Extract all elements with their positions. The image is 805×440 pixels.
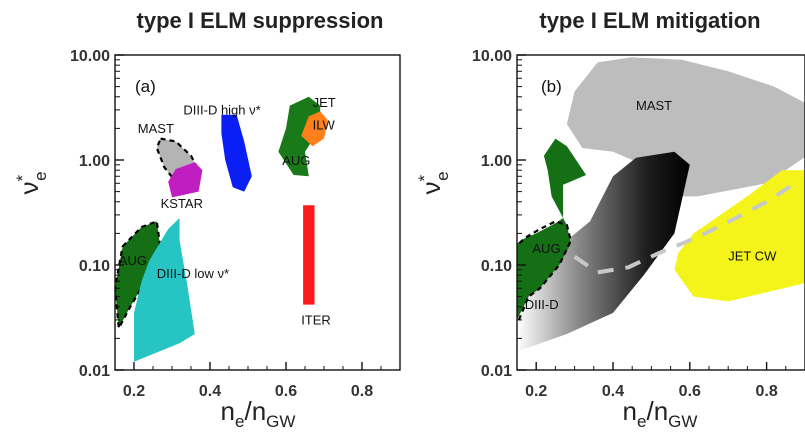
region-mast — [566, 57, 805, 197]
y-tick-label: 0.01 — [79, 363, 110, 380]
x-tick-label: 0.4 — [199, 383, 221, 400]
plot-area: MAST KSTAR DIII-D high ν* JET ILW AUG AUG DIII-… — [115, 95, 336, 362]
region-diii-d-high-nustar — [221, 114, 252, 192]
plot-frame — [516, 54, 805, 371]
y-tick-label: 1.00 — [481, 153, 512, 170]
x-tick-label: 0.8 — [351, 383, 373, 400]
x-tick-label: 0.2 — [525, 383, 547, 400]
chart-title: type I ELM suppression — [137, 8, 384, 33]
x-tick-label: 0.2 — [123, 383, 145, 400]
region-label-aug: AUG — [282, 153, 310, 168]
region-label-jet: JET — [313, 95, 336, 110]
region-label-diii-d: DIII-D — [525, 297, 559, 312]
y-tick-label: 0.10 — [481, 258, 512, 275]
region-label-mast: MAST — [138, 121, 174, 136]
x-tick-label: 0.4 — [602, 383, 624, 400]
y-tick-label: 10.00 — [472, 48, 512, 65]
region-kstar — [168, 162, 203, 198]
x-tick-label: 0.8 — [755, 383, 777, 400]
x-tick-label: 0.6 — [275, 383, 297, 400]
region-jet-cw — [674, 170, 805, 302]
region-label-mast: MAST — [636, 98, 672, 113]
x-axis-label: ne/nGW — [623, 396, 698, 431]
region-label-aug: AUG — [119, 253, 147, 268]
region-label-jet-cw: JET CW — [728, 249, 777, 264]
region-aug — [115, 220, 162, 330]
y-tick-label: 10.00 — [70, 48, 110, 65]
region-aug — [517, 138, 587, 320]
y-tick-label: 0.10 — [79, 258, 110, 275]
plot-frame — [114, 54, 401, 371]
y-axis-label: ν*e — [13, 171, 50, 194]
region-iter — [303, 205, 315, 305]
panel-label: (a) — [135, 77, 156, 96]
region-label-iter: ITER — [301, 313, 331, 328]
y-tick-label: 0.01 — [481, 363, 512, 380]
trend-line-dashed — [573, 180, 799, 275]
region-label-kstar: KSTAR — [161, 196, 203, 211]
chart-title: type I ELM mitigation — [539, 8, 760, 33]
region-label-diii-d-low-nustar: DIII-D low ν* — [157, 266, 229, 281]
chart-panel-0: type I ELM suppression MAST KSTAR DIII-D hi… — [13, 8, 401, 431]
x-tick-label: 0.6 — [679, 383, 701, 400]
region-label-ilw: ILW — [313, 118, 336, 133]
plot-area: MAST AUG DIII-D JET CW — [517, 57, 805, 352]
panel-label: (b) — [541, 77, 562, 96]
y-axis-label: ν*e — [415, 171, 452, 194]
chart-panel-1: type I ELM mitigation MAST AUG DIII-D JET CW… — [415, 8, 805, 431]
region-jet-ilw — [301, 111, 328, 147]
region-label-aug: AUG — [532, 241, 560, 256]
region-label-diii-d-high-nustar: DIII-D high ν* — [183, 103, 260, 118]
region-diii-d-low-nustar — [134, 218, 195, 362]
y-tick-label: 1.00 — [79, 153, 110, 170]
x-axis-label: ne/nGW — [221, 396, 296, 431]
region-diii-d — [517, 151, 690, 352]
